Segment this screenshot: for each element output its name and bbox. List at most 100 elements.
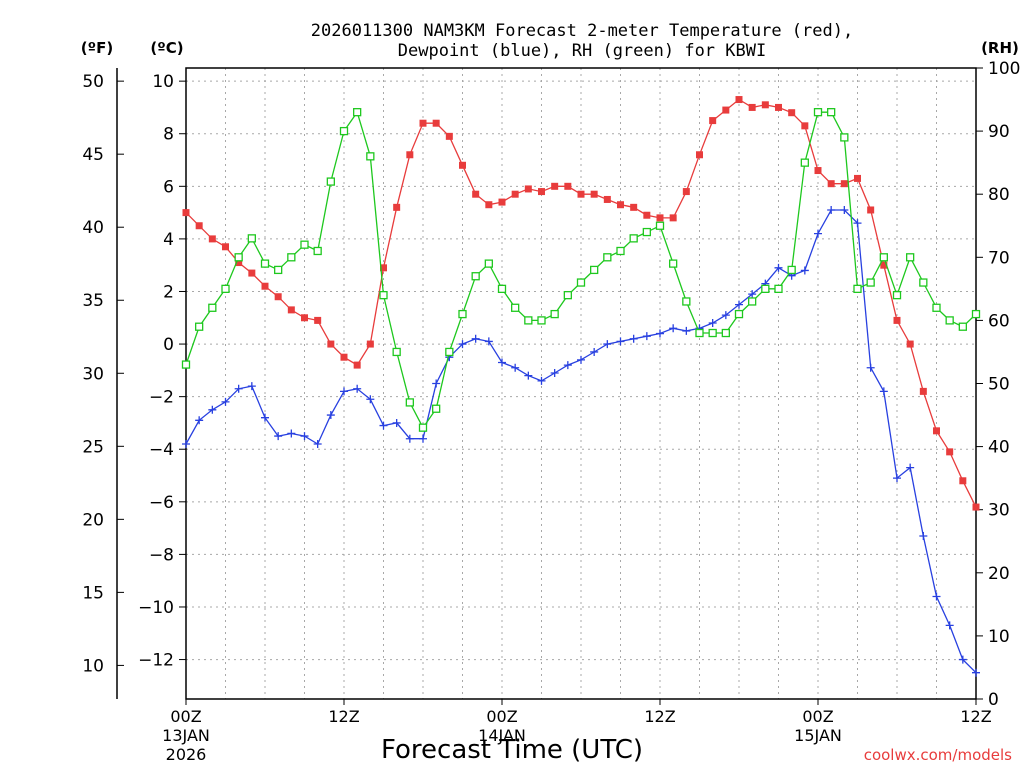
dewpoint-point: [814, 229, 822, 238]
dewpoint-point: [432, 379, 441, 388]
dewpoint-point: [748, 290, 757, 299]
credit-label: coolwx.com/models: [864, 746, 1012, 764]
rh-point: [971, 309, 981, 319]
rh-point: [761, 284, 770, 294]
rh-point: [813, 108, 823, 117]
dewpoint-point: [853, 219, 862, 228]
dewpoint-point: [669, 324, 678, 333]
celsius-tick-label: −8: [149, 545, 174, 565]
temperature-point: [630, 203, 638, 211]
temperature-point: [498, 198, 506, 206]
dewpoint-point: [247, 382, 256, 391]
rh-point: [313, 246, 322, 256]
dewpoint-point: [208, 405, 217, 414]
rh-point: [840, 133, 849, 142]
rh-point: [287, 253, 296, 262]
fahrenheit-tick-label: 50: [82, 72, 104, 92]
x-axis-title: Forecast Time (UTC): [381, 735, 643, 765]
rh-point: [300, 240, 309, 249]
temperature-point: [577, 190, 585, 198]
time-tick-label: 12Z: [960, 707, 991, 726]
temperature-point: [248, 269, 256, 277]
data-series: [181, 96, 981, 677]
celsius-tick-label: −12: [138, 651, 174, 671]
rh-point: [590, 265, 599, 275]
temperature-point: [814, 167, 822, 175]
dewpoint-point: [827, 205, 836, 214]
temperature-point: [617, 201, 624, 209]
rh-point: [932, 303, 941, 312]
temperature-point: [419, 119, 427, 127]
temperature-point: [906, 340, 914, 348]
temperature-point: [472, 190, 480, 198]
time-tick-label: 00Z: [170, 707, 201, 726]
celsius-tick-label: 0: [163, 335, 174, 355]
temperature-point: [235, 259, 243, 267]
dewpoint-point: [919, 531, 928, 540]
fahrenheit-tick-label: 45: [82, 145, 104, 165]
temperature-point: [603, 195, 611, 203]
temperature-point: [274, 293, 282, 301]
celsius-tick-label: 4: [163, 230, 174, 250]
temperature-point: [432, 119, 440, 127]
temperature-point: [669, 214, 677, 222]
celsius-tick-label: −10: [138, 598, 174, 618]
celsius-unit-label: (ºC): [150, 39, 183, 57]
fahrenheit-tick-label: 40: [82, 218, 104, 238]
rh-point: [787, 265, 796, 275]
rh-point: [827, 108, 836, 117]
rh-point: [445, 347, 454, 357]
rh-point: [563, 291, 572, 300]
dewpoint-point: [313, 439, 322, 448]
temperature-point: [867, 206, 875, 214]
dewpoint-point: [642, 332, 651, 341]
dewpoint-point: [682, 326, 691, 335]
temperature-point: [775, 103, 782, 111]
dewpoint-point: [840, 205, 849, 214]
rh-point: [866, 278, 875, 287]
rh-point: [471, 272, 480, 281]
dewpoint-point: [879, 387, 888, 396]
temperature-point: [406, 151, 414, 159]
dewpoint-point: [340, 387, 348, 396]
dewpoint-point: [735, 300, 743, 309]
rh-point: [892, 291, 902, 300]
dewpoint-point: [300, 432, 309, 441]
celsius-tick-label: −6: [149, 493, 174, 513]
rh-tick-label: 40: [988, 438, 1010, 458]
rh-point: [484, 259, 493, 268]
dewpoint-point: [906, 463, 915, 472]
temperature-point: [314, 316, 322, 324]
temperature-point: [353, 361, 361, 369]
rh-point: [642, 227, 651, 237]
dewpoint-point: [458, 340, 467, 349]
date-label: 14JAN: [478, 726, 526, 745]
rh-point: [458, 309, 467, 319]
celsius-tick-label: −4: [149, 440, 174, 460]
rh-point: [497, 284, 507, 294]
temperature-point: [564, 182, 572, 190]
temperature-point: [340, 353, 348, 361]
fahrenheit-tick-label: 15: [82, 583, 104, 603]
temperature-point: [854, 174, 861, 182]
rh-point: [682, 297, 691, 306]
rh-point: [629, 234, 638, 243]
temperature-point: [287, 306, 295, 314]
dewpoint-point: [419, 434, 427, 443]
dewpoint-point: [590, 347, 599, 356]
chart-title-line1: 2026011300 NAM3KM Forecast 2-meter Tempe…: [311, 21, 853, 41]
rh-point: [748, 297, 757, 306]
rh-point: [879, 253, 888, 262]
dewpoint-point: [932, 592, 941, 601]
dewpoint-point: [629, 334, 638, 343]
rh-point: [247, 234, 256, 243]
dewpoint-point: [234, 384, 243, 393]
rh-tick-label: 60: [988, 311, 1010, 331]
celsius-tick-label: 2: [163, 282, 174, 302]
dewpoint-point: [958, 655, 967, 664]
fahrenheit-tick-label: 20: [82, 510, 104, 530]
temperature-point: [972, 503, 980, 511]
dewpoint-point: [274, 432, 283, 441]
temperature-point: [696, 151, 703, 159]
fahrenheit-tick-label: 30: [82, 364, 104, 384]
